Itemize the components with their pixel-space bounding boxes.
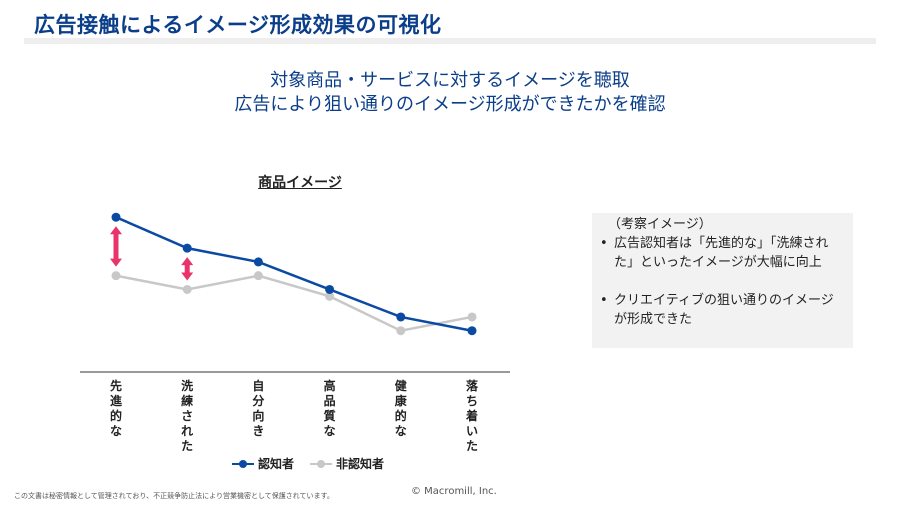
copyright: © Macromill, Inc.: [411, 486, 497, 497]
data-point: [253, 257, 263, 267]
chart-title: 商品イメージ: [258, 175, 342, 191]
page-title: 広告接触によるイメージ形成効果の可視化: [34, 13, 442, 37]
difference-arrow: [110, 226, 122, 267]
title-bar: [24, 8, 876, 44]
x-tick-label: 洗練された: [181, 379, 194, 453]
x-tick-label: 自分向き: [252, 379, 265, 438]
data-point: [467, 326, 477, 336]
data-point: [111, 212, 121, 222]
series-line-hi-ninchisha: [115, 274, 473, 333]
insight-header: （考察イメージ）: [608, 217, 712, 232]
data-point: [182, 243, 192, 253]
series-line-ninchisha: [115, 216, 473, 332]
data-point: [111, 271, 121, 281]
insight-item-2-text: クリエイティブの狙い通りのイメージが形成できた: [614, 293, 834, 327]
x-tick-label: 高品質な: [323, 379, 336, 438]
subtitle-line-1: 対象商品・サービスに対するイメージを聴取: [270, 70, 630, 91]
legend-label-ninchisha: 認知者: [258, 457, 295, 471]
legend-swatch-ninchisha: [232, 459, 254, 469]
legend-item-ninchisha: 認知者: [232, 455, 294, 472]
x-tick-label: 健康的な: [394, 379, 407, 438]
legend-swatch-hi-ninchisha: [310, 459, 333, 469]
legend: 認知者 非認知者: [232, 455, 400, 472]
data-point: [253, 271, 263, 281]
data-point: [467, 312, 477, 322]
data-point: [182, 284, 192, 294]
data-point: [396, 326, 406, 336]
confidential-notice: この文書は秘密情報として管理されており、不正競争防止法により営業機密として保護さ…: [14, 492, 334, 500]
difference-arrow: [181, 257, 194, 281]
bullet-icon: •: [600, 236, 608, 251]
subtitle-line-2: 広告により狙い通りのイメージ形成ができたかを確認: [234, 94, 666, 115]
x-tick-label: 先進的な: [109, 379, 122, 438]
bullet-icon: •: [600, 293, 608, 308]
data-point: [325, 291, 335, 301]
insight-item-1-text: 広告認知者は「先進的な」「洗練された」といったイメージが大幅に向上: [614, 236, 829, 270]
data-point: [396, 312, 406, 322]
x-tick-label: 落ち着いた: [465, 379, 478, 453]
insight-box: （考察イメージ） • 広告認知者は「先進的な」「洗練された」といったイメージが大…: [592, 213, 853, 348]
data-point: [325, 284, 335, 294]
legend-item-hi-ninchisha: 非認知者: [310, 455, 384, 472]
insight-item-2: • クリエイティブの狙い通りのイメージが形成できた: [600, 291, 845, 329]
insight-item-1: • 広告認知者は「先進的な」「洗練された」といったイメージが大幅に向上: [600, 234, 845, 272]
legend-label-hi-ninchisha: 非認知者: [336, 457, 385, 471]
